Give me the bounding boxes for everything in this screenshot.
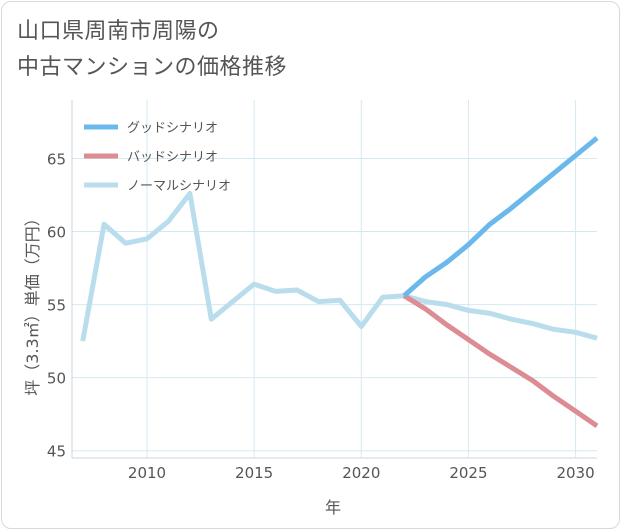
title-line-1: 山口県周南市周陽の [17, 19, 220, 44]
x-tick-label: 2030 [556, 464, 594, 482]
series-line-1 [402, 293, 599, 428]
y-tick-label: 60 [47, 224, 66, 242]
y-tick-label: 50 [47, 370, 66, 388]
series-line-0 [402, 136, 599, 298]
series-line-2 [80, 191, 598, 342]
y-axis-label: 坪（3.3㎡）単価（万円） [23, 210, 42, 395]
x-tick-label: 2010 [128, 464, 166, 482]
grid-layer [72, 100, 597, 458]
axis-layer: 2010 2015 2020 2025 2030 45 50 55 60 65 [47, 100, 597, 482]
legend-label-1: バッドシナリオ [127, 150, 218, 165]
x-tick-label: 2025 [449, 464, 487, 482]
legend-label-0: グッドシナリオ [127, 121, 218, 136]
legend-label-2: ノーマルシナリオ [127, 179, 231, 194]
y-tick-label: 55 [47, 297, 66, 315]
x-axis-label: 年 [325, 498, 341, 517]
y-tick-label: 45 [47, 443, 66, 461]
series-layer [80, 136, 599, 428]
x-tick-label: 2020 [342, 464, 380, 482]
title-line-2: 中古マンションの価格推移 [17, 55, 288, 80]
y-tick-label: 65 [47, 150, 66, 168]
chart-title: 山口県周南市周陽の 中古マンションの価格推移 [17, 14, 287, 86]
x-tick-label: 2015 [235, 464, 273, 482]
